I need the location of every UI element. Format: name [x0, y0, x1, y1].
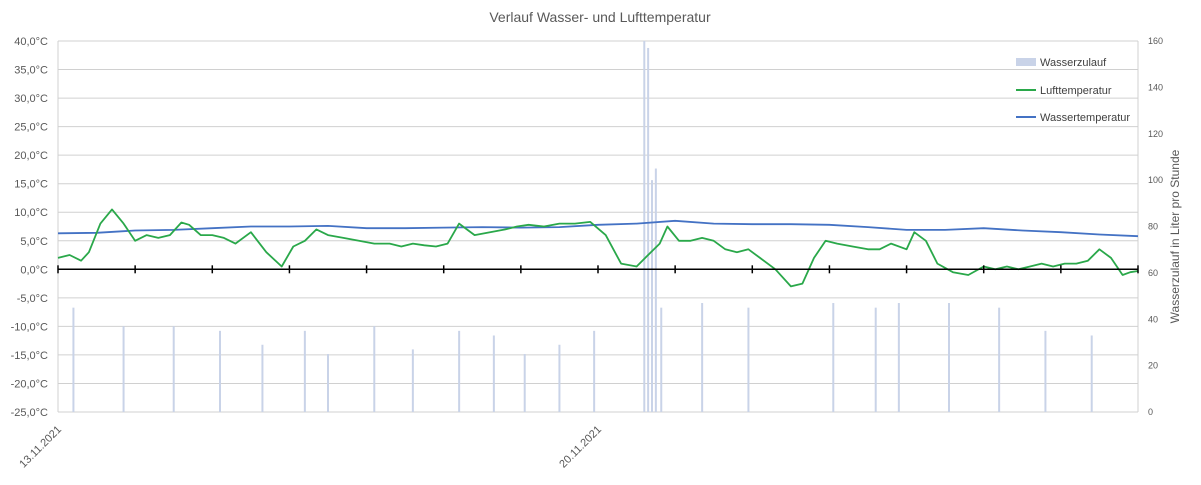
- bar-wasserzulauf: [558, 344, 561, 412]
- bar-wasserzulauf: [523, 354, 526, 412]
- bar-wasserzulauf: [1044, 330, 1047, 412]
- y-left-tick-label: 25,0°C: [14, 122, 48, 134]
- y-right-tick-label: 20: [1148, 361, 1158, 371]
- bar-wasserzulauf: [660, 307, 663, 412]
- y-right-tick-label: 120: [1148, 129, 1163, 139]
- y-right-tick-label: 100: [1148, 175, 1163, 185]
- bar-wasserzulauf: [948, 303, 950, 412]
- bar-wasserzulauf: [172, 326, 175, 412]
- bar-wasserzulauf: [747, 307, 750, 412]
- lines: [57, 208, 1139, 288]
- bar-wasserzulauf: [411, 349, 414, 412]
- legend-label: Wassertemperatur: [1040, 112, 1130, 124]
- legend-label: Lufttemperatur: [1040, 85, 1112, 97]
- bar-wasserzulauf: [874, 307, 877, 412]
- bar-wasserzulauf: [651, 180, 653, 412]
- y-left-tick-label: 5,0°C: [20, 236, 48, 248]
- bar-wasserzulauf: [701, 303, 704, 412]
- bar-wasserzulauf: [373, 326, 376, 412]
- bar-wasserzulauf: [492, 335, 495, 412]
- bar-wasserzulauf: [327, 354, 329, 412]
- y-right-tick-label: 160: [1148, 36, 1163, 46]
- bar-wasserzulauf: [897, 303, 900, 412]
- legend-label: Wasserzulauf: [1040, 57, 1107, 69]
- y-left-tick-label: 0,0°C: [20, 264, 48, 276]
- y-right-tick-label: 40: [1148, 314, 1158, 324]
- line-lufttemperatur: [57, 208, 1139, 288]
- y-left-tick-label: 15,0°C: [14, 179, 48, 191]
- legend: Wasserzulauf Lufttemperatur Wassertemperat…: [1016, 57, 1130, 124]
- y-left-tick-label: 20,0°C: [14, 150, 48, 162]
- bar-wasserzulauf: [72, 307, 75, 412]
- x-tick-label: 20.11.2021: [557, 424, 604, 471]
- y-right-tick-label: 140: [1148, 82, 1163, 92]
- bar-wasserzulauf: [303, 330, 306, 412]
- y-left-tick-label: 40,0°C: [14, 36, 48, 48]
- y-right-tick-label: 0: [1148, 407, 1153, 417]
- y-right-axis-label: Wasserzulauf in Liter pro Stunde: [1168, 149, 1182, 323]
- bar-wasserzulauf: [1090, 335, 1093, 412]
- bar-wasserzulauf: [219, 330, 221, 412]
- y-left-tick-label: -25,0°C: [11, 407, 48, 419]
- bar-wasserzulauf: [261, 344, 264, 412]
- line-wassertemperatur: [57, 219, 1139, 238]
- bars-wasserzulauf: [72, 41, 1093, 413]
- bar-wasserzulauf: [832, 303, 835, 412]
- chart-title: Verlauf Wasser- und Lufttemperatur: [489, 9, 711, 25]
- bar-wasserzulauf: [647, 47, 650, 413]
- axes: -25,0°C -20,0°C -15,0°C -10,0°C -5,0°C 0,0°C 5…: [11, 36, 1182, 470]
- y-left-tick-label: -10,0°C: [11, 321, 48, 333]
- y-left-tick-label: 10,0°C: [14, 207, 48, 219]
- bar-wasserzulauf: [593, 330, 596, 412]
- bar-wasserzulauf: [458, 330, 461, 412]
- bar-wasserzulauf: [998, 307, 1001, 412]
- y-right-tick-label: 60: [1148, 268, 1158, 278]
- y-left-tick-label: 35,0°C: [14, 65, 48, 77]
- bar-wasserzulauf: [122, 326, 125, 412]
- y-left-tick-label: 30,0°C: [14, 93, 48, 105]
- y-left-tick-label: -5,0°C: [17, 293, 48, 305]
- bar-wasserzulauf: [654, 168, 657, 412]
- y-right-tick-label: 80: [1148, 222, 1158, 232]
- y-left-tick-label: -20,0°C: [11, 378, 48, 390]
- bar-wasserzulauf: [643, 41, 646, 412]
- x-tick-label: 13.11.2021: [17, 424, 64, 471]
- y-left-tick-label: -15,0°C: [11, 350, 48, 362]
- legend-swatch-bar: [1016, 58, 1036, 66]
